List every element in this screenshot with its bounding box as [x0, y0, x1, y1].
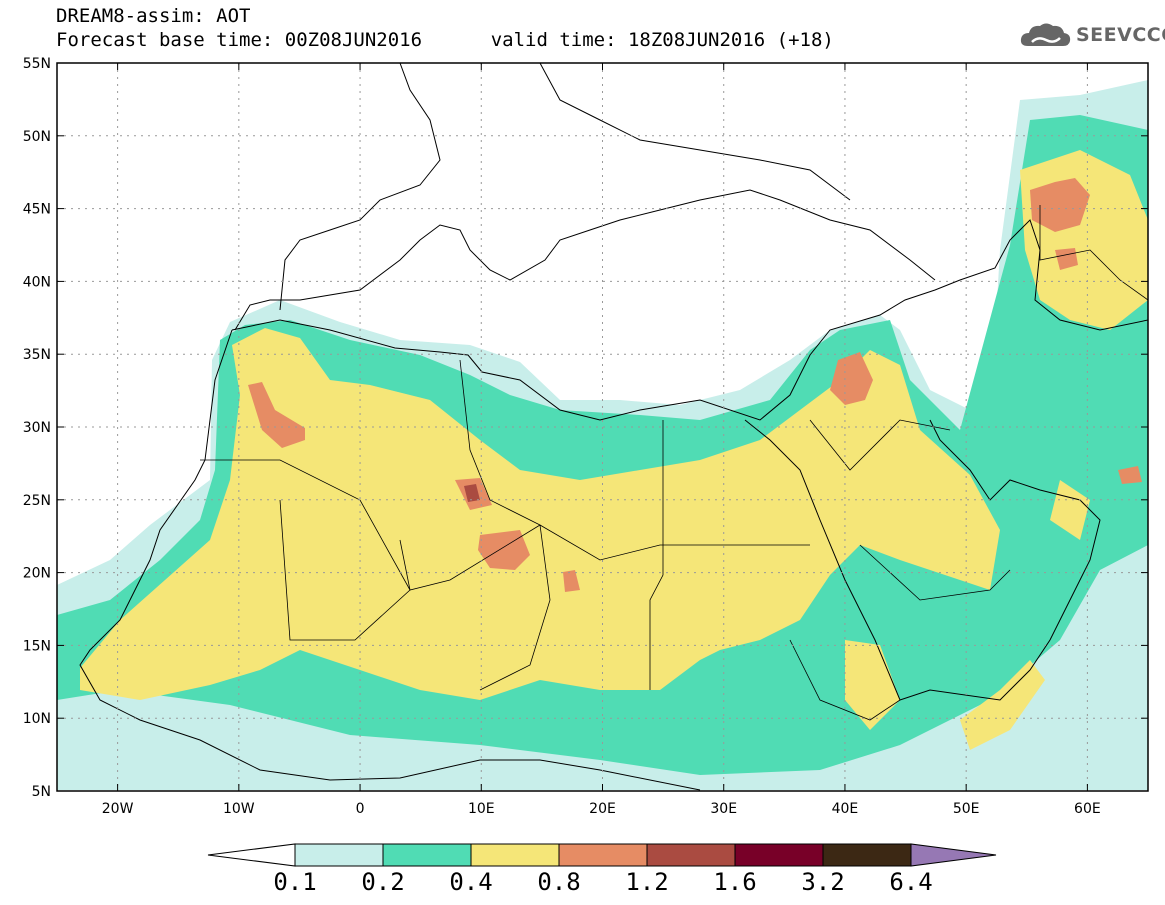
- lon-tick-label: 50E: [953, 801, 980, 817]
- lon-tick-label: 30E: [710, 801, 737, 817]
- lat-tick-label: 40N: [23, 274, 51, 290]
- valid-time: valid time: 18Z08JUN2016 (+18): [490, 29, 834, 51]
- logo-text: SEEVCCC: [1076, 24, 1165, 46]
- lat-tick-label: 45N: [23, 202, 51, 218]
- colorbar-label: 3.2: [801, 868, 845, 896]
- cloud-icon: [1020, 23, 1071, 46]
- colorbar-under-arrow: [207, 843, 296, 867]
- coastlines: [79, 63, 1148, 791]
- lat-tick-label: 55N: [23, 56, 51, 72]
- colorbar: [207, 843, 997, 867]
- lat-tick-label: 25N: [23, 493, 51, 509]
- aot-band-orange: [248, 382, 305, 448]
- colorbar-labels: 0.1 0.2 0.4 0.8 1.2 1.6 3.2 6.4: [0, 868, 1165, 898]
- lon-tick-label: 60E: [1074, 801, 1101, 817]
- seevccc-logo: SEEVCCC: [1018, 20, 1165, 50]
- colorbar-segment: [294, 843, 384, 867]
- aot-band-yellow: [80, 328, 1000, 700]
- lon-tick-label: 0: [356, 801, 365, 817]
- lat-tick-label: 15N: [23, 638, 51, 654]
- colorbar-segment: [470, 843, 560, 867]
- gridlines: [57, 63, 1148, 791]
- colorbar-segment: [734, 843, 824, 867]
- time-info: Forecast base time: 00Z08JUN2016 valid t…: [56, 28, 834, 52]
- colorbar-over-arrow: [910, 843, 997, 867]
- colorbar-label: 1.6: [713, 868, 757, 896]
- aot-band-brown: [464, 484, 480, 502]
- colorbar-segment: [822, 843, 912, 867]
- colorbar-label: 0.4: [449, 868, 493, 896]
- lat-tick-label: 5N: [32, 784, 51, 800]
- lat-tick-label: 20N: [23, 566, 51, 582]
- colorbar-segment: [558, 843, 648, 867]
- base-time: Forecast base time: 00Z08JUN2016: [56, 29, 423, 51]
- colorbar-segment: [382, 843, 472, 867]
- map-axes: 55N 50N 45N 40N 35N 30N 25N 20N 15N 10N 5N 20W 10W 0 1…: [23, 56, 1148, 817]
- lon-tick-label: 10W: [223, 801, 255, 817]
- colorbar-segment: [646, 843, 736, 867]
- lon-tick-label: 40E: [832, 801, 859, 817]
- lat-tick-label: 50N: [23, 129, 51, 145]
- lat-tick-label: 10N: [23, 711, 51, 727]
- colorbar-label: 6.4: [889, 868, 933, 896]
- colorbar-label: 1.2: [625, 868, 669, 896]
- lon-tick-label: 20W: [102, 801, 134, 817]
- lat-tick-label: 35N: [23, 347, 51, 363]
- lon-tick-label: 10E: [468, 801, 495, 817]
- header: DREAM8-assim: AOT Forecast base time: 00…: [56, 4, 834, 52]
- colorbar-label: 0.1: [273, 868, 317, 896]
- colorbar-label: 0.8: [537, 868, 581, 896]
- map-title: DREAM8-assim: AOT: [56, 5, 251, 27]
- lat-tick-label: 30N: [23, 420, 51, 436]
- lon-tick-label: 20E: [589, 801, 616, 817]
- colorbar-label: 0.2: [361, 868, 405, 896]
